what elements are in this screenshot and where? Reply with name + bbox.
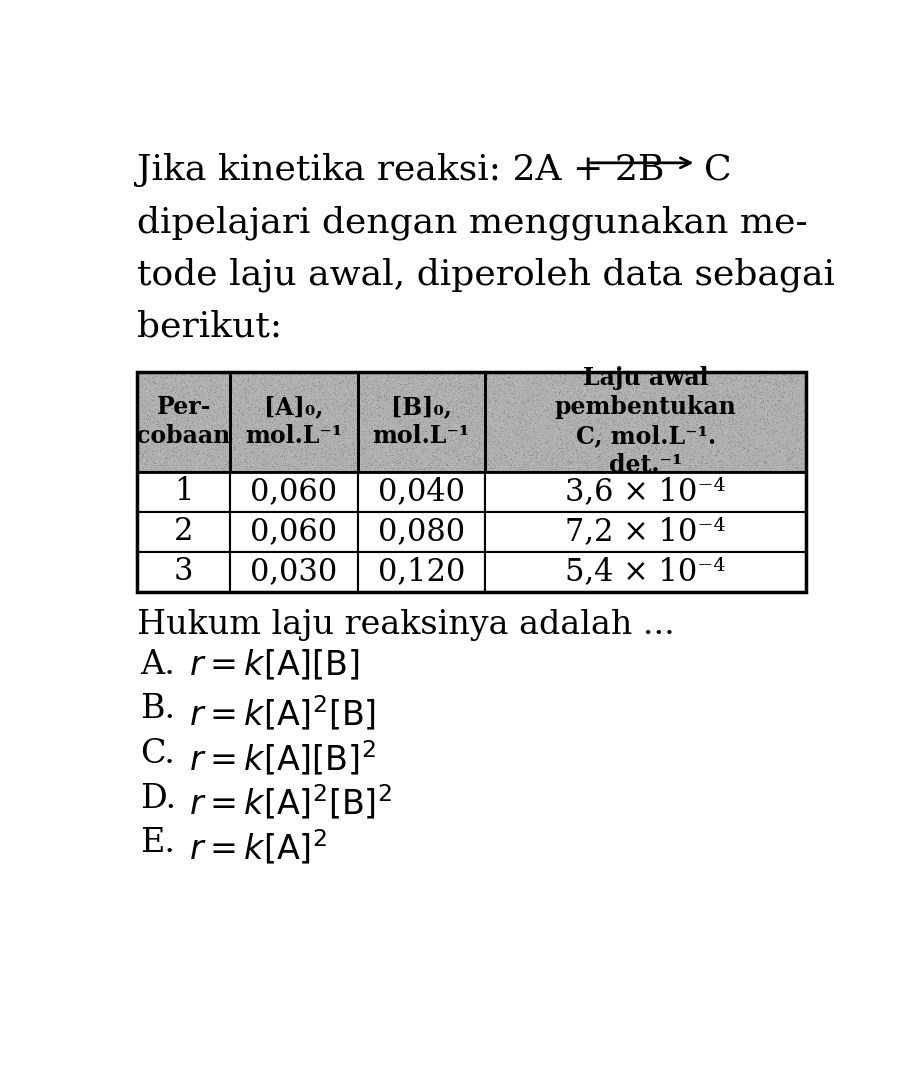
Bar: [137, 372, 230, 471]
Text: 5,4 × 10⁻⁴: 5,4 × 10⁻⁴: [565, 557, 725, 587]
Bar: [484, 372, 805, 471]
Bar: [484, 471, 805, 511]
Bar: [484, 551, 805, 591]
Bar: [137, 372, 230, 471]
Bar: [230, 551, 357, 591]
Bar: [484, 372, 805, 471]
Text: 2: 2: [174, 516, 193, 547]
Text: $r = k[\mathrm{A}]^2[\mathrm{B}]$: $r = k[\mathrm{A}]^2[\mathrm{B}]$: [189, 693, 376, 732]
Bar: [357, 551, 484, 591]
Text: berikut:: berikut:: [137, 310, 281, 344]
Text: $r = k[\mathrm{A}]^2$: $r = k[\mathrm{A}]^2$: [189, 827, 327, 866]
Text: D.: D.: [141, 783, 176, 815]
Bar: [357, 372, 484, 471]
Text: C: C: [703, 152, 731, 187]
Bar: [230, 372, 357, 471]
Text: 0,040: 0,040: [378, 476, 464, 507]
Text: 3,6 × 10⁻⁴: 3,6 × 10⁻⁴: [564, 476, 725, 507]
Bar: [230, 471, 357, 511]
Text: 0,060: 0,060: [250, 516, 337, 547]
Text: Jika kinetika reaksi: 2A + 2B: Jika kinetika reaksi: 2A + 2B: [137, 152, 675, 187]
Text: Per-
cobaan: Per- cobaan: [136, 396, 231, 448]
Text: $r = k[\mathrm{A}][\mathrm{B}]$: $r = k[\mathrm{A}][\mathrm{B}]$: [189, 649, 360, 683]
Text: $r = k[\mathrm{A}][\mathrm{B}]^2$: $r = k[\mathrm{A}][\mathrm{B}]^2$: [189, 738, 376, 777]
Text: tode laju awal, diperoleh data sebagai: tode laju awal, diperoleh data sebagai: [137, 257, 834, 292]
Text: [B]₀,
mol.L⁻¹: [B]₀, mol.L⁻¹: [372, 396, 470, 448]
Text: Hukum laju reaksinya adalah ...: Hukum laju reaksinya adalah ...: [137, 609, 674, 641]
Bar: [357, 471, 484, 511]
Bar: [137, 471, 230, 511]
Text: 7,2 × 10⁻⁴: 7,2 × 10⁻⁴: [564, 516, 725, 547]
Text: 0,030: 0,030: [250, 557, 337, 587]
Text: C.: C.: [141, 738, 176, 770]
Text: A.: A.: [141, 649, 176, 681]
Text: 1: 1: [174, 476, 193, 507]
Bar: [137, 551, 230, 591]
Text: dipelajari dengan menggunakan me-: dipelajari dengan menggunakan me-: [137, 205, 807, 240]
Text: $r = k[\mathrm{A}]^2[\mathrm{B}]^2$: $r = k[\mathrm{A}]^2[\mathrm{B}]^2$: [189, 783, 391, 822]
Text: E.: E.: [141, 827, 176, 859]
Bar: [357, 511, 484, 551]
Bar: [357, 372, 484, 471]
Text: 3: 3: [174, 557, 193, 587]
Text: Laju awal
pembentukan
C, mol.L⁻¹.
det.⁻¹: Laju awal pembentukan C, mol.L⁻¹. det.⁻¹: [554, 366, 736, 477]
Text: 0,120: 0,120: [377, 557, 464, 587]
Bar: [230, 372, 357, 471]
Text: 0,060: 0,060: [250, 476, 337, 507]
Text: 0,080: 0,080: [378, 516, 464, 547]
Bar: [137, 372, 805, 591]
Bar: [484, 511, 805, 551]
Bar: [230, 511, 357, 551]
Text: [A]₀,
mol.L⁻¹: [A]₀, mol.L⁻¹: [245, 396, 342, 448]
Bar: [137, 511, 230, 551]
Text: B.: B.: [141, 693, 176, 725]
